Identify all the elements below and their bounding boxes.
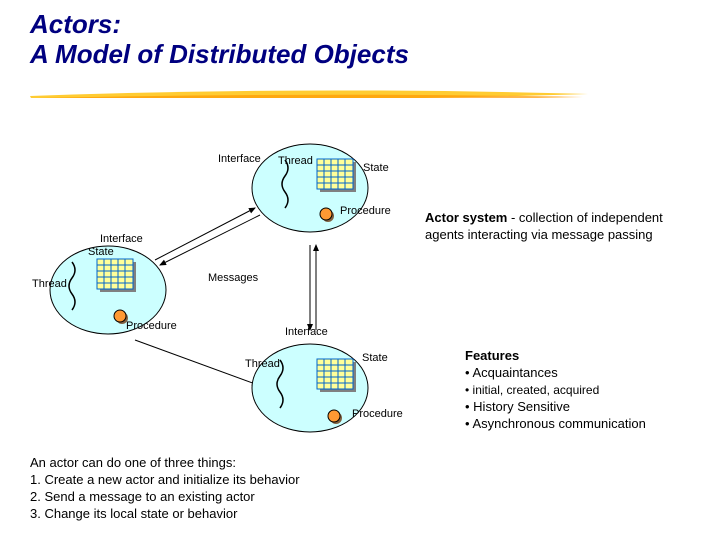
features-heading: Features: [465, 348, 519, 363]
features-item-3: • Asynchronous communication: [465, 416, 646, 431]
features-item-2: • History Sensitive: [465, 399, 570, 414]
do-things-3: 3. Change its local state or behavior: [30, 506, 237, 521]
label-state-3: State: [362, 352, 388, 364]
label-state-2: State: [88, 246, 114, 258]
do-things-block: An actor can do one of three things: 1. …: [30, 455, 440, 523]
actor-system-heading: Actor system: [425, 210, 507, 225]
label-procedure-1: Procedure: [340, 205, 391, 217]
label-interface-2: Interface: [100, 233, 143, 245]
label-procedure-3: Procedure: [352, 408, 403, 420]
label-thread-1: Thread: [278, 155, 313, 167]
label-procedure-2: Procedure: [126, 320, 177, 332]
features-block: Features • Acquaintances • initial, crea…: [465, 348, 715, 432]
features-item-1: • initial, created, acquired: [465, 383, 599, 397]
do-things-lead: An actor can do one of three things:: [30, 455, 236, 470]
actor-system-text: Actor system - collection of independent…: [425, 210, 700, 244]
label-messages: Messages: [208, 272, 258, 284]
label-interface-3: Interface: [285, 326, 328, 338]
do-things-2: 2. Send a message to an existing actor: [30, 489, 255, 504]
label-thread-2: Thread: [32, 278, 67, 290]
label-thread-3: Thread: [245, 358, 280, 370]
features-item-0: • Acquaintances: [465, 365, 558, 380]
label-interface-1: Interface: [218, 153, 261, 165]
do-things-1: 1. Create a new actor and initialize its…: [30, 472, 300, 487]
label-state-1: State: [363, 162, 389, 174]
